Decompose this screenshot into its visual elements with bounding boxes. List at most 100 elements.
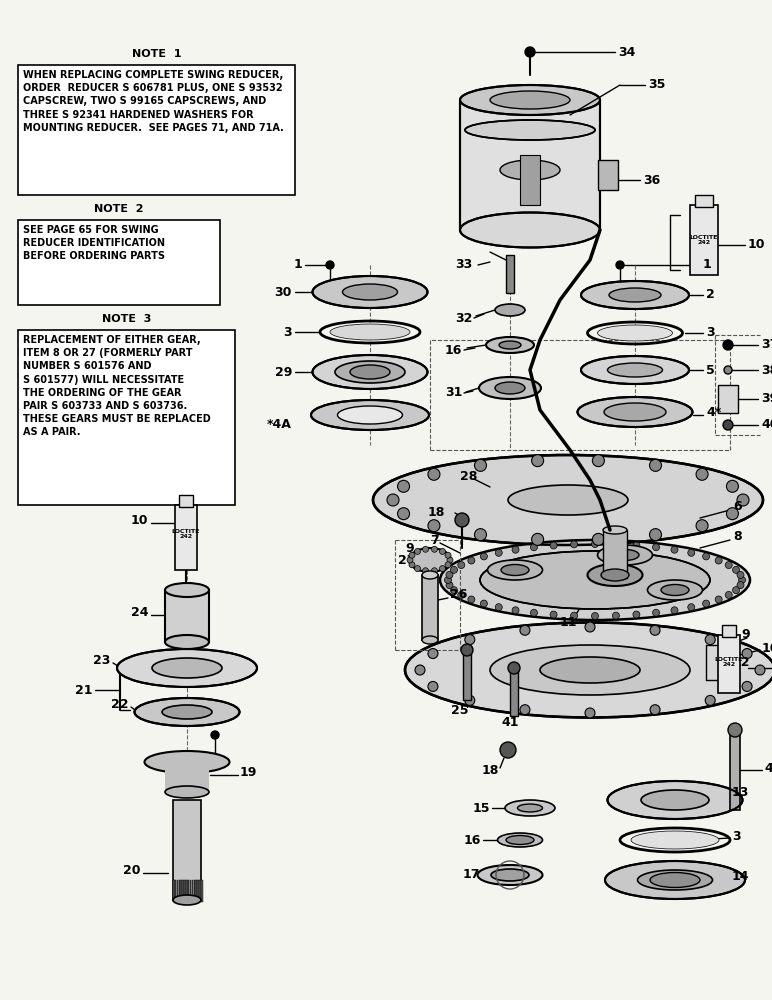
Text: 9: 9 <box>741 629 750 642</box>
Bar <box>690 205 718 275</box>
Text: 11: 11 <box>560 615 577 629</box>
Circle shape <box>432 568 438 574</box>
Ellipse shape <box>422 636 438 644</box>
Ellipse shape <box>641 790 709 810</box>
Bar <box>185 880 186 902</box>
Ellipse shape <box>313 276 428 308</box>
Circle shape <box>407 557 413 563</box>
Bar <box>422 575 438 640</box>
Circle shape <box>652 544 659 551</box>
Circle shape <box>650 705 660 715</box>
Circle shape <box>422 546 428 552</box>
Text: 2: 2 <box>706 288 715 302</box>
Circle shape <box>737 571 744 578</box>
Circle shape <box>508 662 520 674</box>
Ellipse shape <box>604 403 666 421</box>
Circle shape <box>458 591 465 598</box>
Circle shape <box>633 542 640 549</box>
Ellipse shape <box>487 560 543 580</box>
Circle shape <box>439 548 445 554</box>
Bar <box>186 880 188 902</box>
Circle shape <box>671 607 678 614</box>
Bar <box>175 880 176 902</box>
Text: 18: 18 <box>428 506 445 520</box>
Circle shape <box>468 557 475 564</box>
Circle shape <box>649 529 662 541</box>
Circle shape <box>733 566 740 573</box>
Circle shape <box>445 552 451 558</box>
Ellipse shape <box>409 548 451 572</box>
Text: 5: 5 <box>706 363 715 376</box>
Ellipse shape <box>479 377 541 399</box>
Text: 35: 35 <box>648 79 665 92</box>
Circle shape <box>432 546 438 552</box>
Circle shape <box>415 548 421 554</box>
Circle shape <box>715 557 722 564</box>
Ellipse shape <box>609 288 661 302</box>
Text: 41: 41 <box>501 716 519 728</box>
Circle shape <box>475 529 486 541</box>
Circle shape <box>428 468 440 480</box>
Circle shape <box>409 562 415 568</box>
Ellipse shape <box>581 356 689 384</box>
Circle shape <box>592 533 604 545</box>
Text: 10: 10 <box>130 514 148 526</box>
Ellipse shape <box>540 657 640 683</box>
Circle shape <box>450 587 458 594</box>
Circle shape <box>688 604 695 611</box>
Ellipse shape <box>497 833 543 847</box>
Circle shape <box>726 508 739 520</box>
Text: NOTE  2: NOTE 2 <box>94 204 144 214</box>
Bar <box>695 195 713 207</box>
Text: 39: 39 <box>761 392 772 406</box>
Ellipse shape <box>311 400 429 430</box>
Ellipse shape <box>605 861 745 899</box>
Circle shape <box>705 695 715 705</box>
Bar <box>190 880 191 902</box>
Circle shape <box>480 553 487 560</box>
Bar <box>181 880 182 902</box>
Circle shape <box>728 723 742 737</box>
Circle shape <box>742 649 752 659</box>
Ellipse shape <box>495 304 525 316</box>
Text: 8: 8 <box>733 530 742 544</box>
Bar <box>510 668 518 716</box>
Ellipse shape <box>648 580 703 600</box>
Circle shape <box>616 261 624 269</box>
Text: 33: 33 <box>455 258 472 271</box>
Ellipse shape <box>173 895 201 905</box>
Circle shape <box>715 596 722 603</box>
Text: 17: 17 <box>462 868 480 882</box>
Ellipse shape <box>330 324 410 340</box>
Ellipse shape <box>460 213 600 247</box>
Ellipse shape <box>337 406 402 424</box>
Circle shape <box>447 557 453 563</box>
Circle shape <box>550 611 557 618</box>
Text: 19: 19 <box>240 766 257 778</box>
Ellipse shape <box>162 705 212 719</box>
Text: NOTE  1: NOTE 1 <box>132 49 181 59</box>
Bar <box>598 160 618 190</box>
Ellipse shape <box>465 120 595 140</box>
Ellipse shape <box>601 569 629 581</box>
Circle shape <box>455 513 469 527</box>
Bar <box>603 530 627 578</box>
Ellipse shape <box>335 361 405 383</box>
Ellipse shape <box>603 526 627 534</box>
Text: 3: 3 <box>732 830 740 842</box>
Text: 12: 12 <box>733 656 750 670</box>
Ellipse shape <box>608 363 662 377</box>
Text: 13: 13 <box>732 786 750 800</box>
Ellipse shape <box>422 571 438 579</box>
Text: 36: 36 <box>643 174 660 186</box>
Text: LOCTITE
242: LOCTITE 242 <box>172 529 200 539</box>
Circle shape <box>703 600 709 607</box>
Circle shape <box>495 604 503 611</box>
Circle shape <box>737 494 749 506</box>
Circle shape <box>445 576 452 584</box>
Text: 32: 32 <box>455 312 472 324</box>
Circle shape <box>612 541 619 548</box>
Circle shape <box>468 596 475 603</box>
Circle shape <box>650 625 660 635</box>
Ellipse shape <box>661 584 689 595</box>
